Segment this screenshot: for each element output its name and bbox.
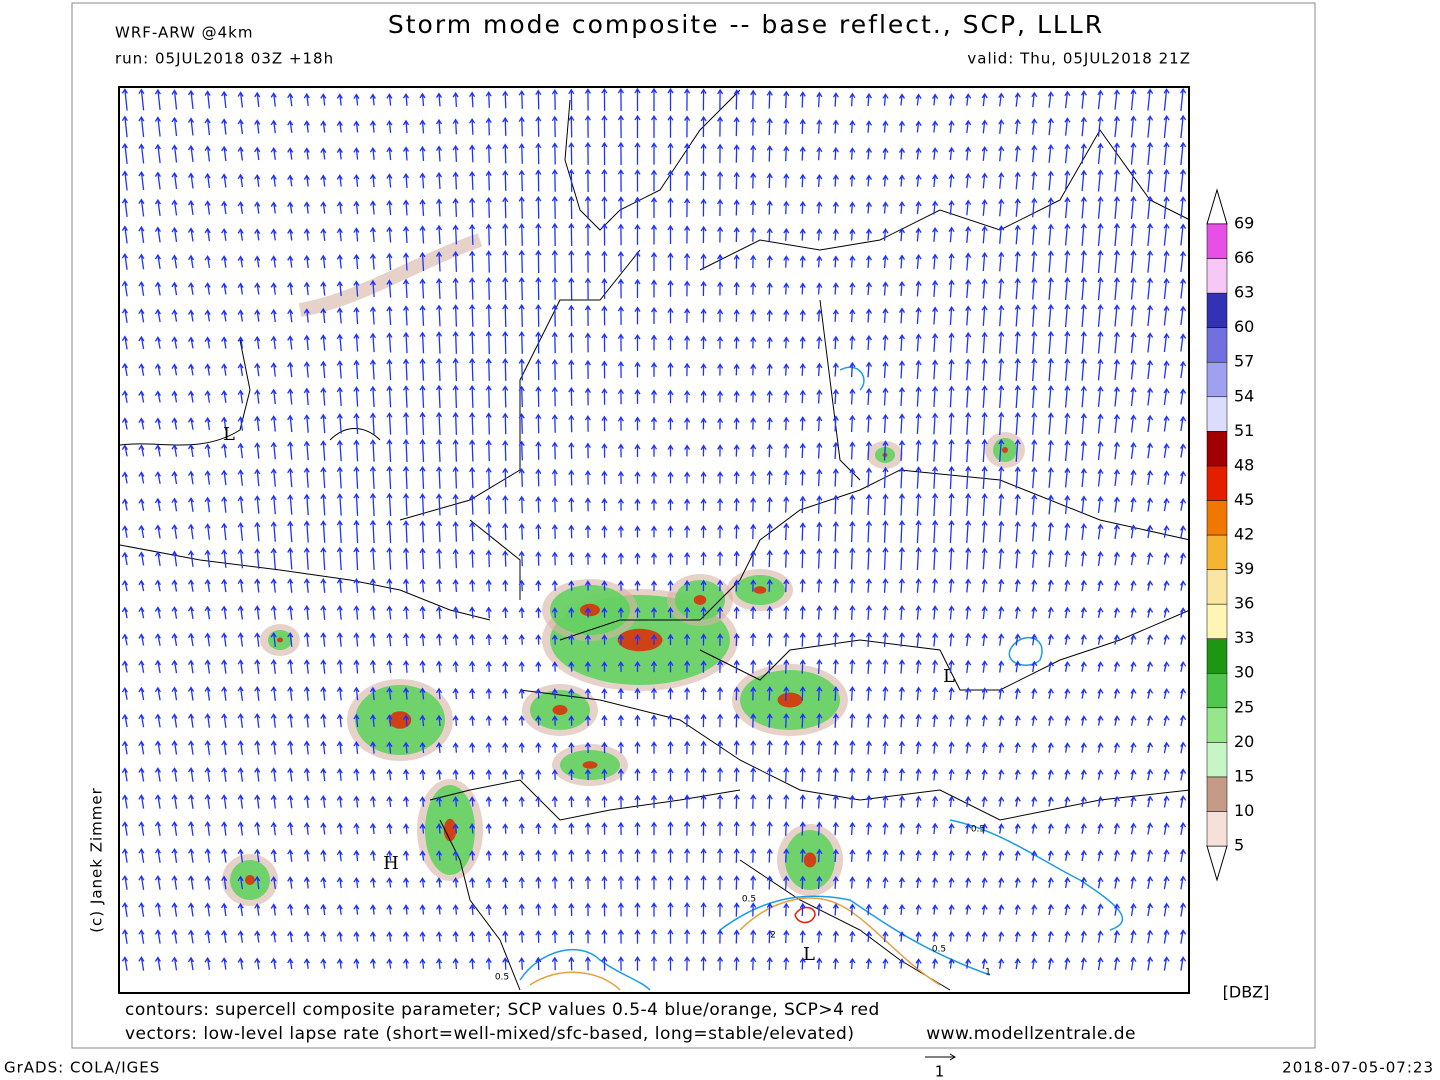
colorbar-label: 39 bbox=[1234, 559, 1254, 578]
colorbar-swatch bbox=[1206, 534, 1228, 570]
pressure-label: L bbox=[223, 424, 235, 445]
colorbar-label: 48 bbox=[1234, 455, 1254, 474]
pressure-label: L bbox=[943, 666, 955, 687]
title: Storm mode composite -- base reflect., S… bbox=[388, 10, 1104, 39]
colorbar: 5 10 15 20 25 30 33 36 39 42 45 48 51 54 57 60 63 66 69 bbox=[1206, 188, 1254, 882]
colorbar-swatch bbox=[1206, 500, 1228, 536]
colorbar-swatch bbox=[1206, 707, 1228, 743]
colorbar-swatch bbox=[1206, 396, 1228, 432]
colorbar-label: 69 bbox=[1234, 214, 1254, 233]
colorbar-end bbox=[1206, 845, 1228, 882]
credit: (c) Janek Zimmer bbox=[88, 787, 106, 933]
footer-contours: contours: supercell composite parameter;… bbox=[125, 1000, 880, 1020]
valid-label: valid: Thu, 05JUL2018 21Z bbox=[967, 50, 1191, 68]
colorbar-label: 42 bbox=[1234, 525, 1254, 544]
colorbar-swatch bbox=[1206, 292, 1228, 328]
page-frame bbox=[71, 2, 1316, 1049]
colorbar-end bbox=[1206, 188, 1228, 225]
reflectivity-cells bbox=[222, 233, 1025, 906]
pressure-label: H bbox=[383, 853, 399, 874]
colorbar-swatch bbox=[1206, 327, 1228, 363]
colorbar-swatch bbox=[1206, 465, 1228, 501]
echo-core bbox=[693, 595, 707, 605]
colorbar-label: 15 bbox=[1234, 766, 1254, 785]
footer-vectors: vectors: low-level lapse rate (short=wel… bbox=[125, 1024, 854, 1044]
echo-core bbox=[582, 761, 598, 769]
grads-label: GrADS: COLA/IGES bbox=[4, 1059, 160, 1077]
colorbar-swatch bbox=[1206, 603, 1228, 639]
contour-label: 1 bbox=[985, 968, 991, 978]
colorbar-label: 66 bbox=[1234, 248, 1254, 267]
colorbar-swatch bbox=[1206, 776, 1228, 812]
colorbar-swatch bbox=[1206, 811, 1228, 847]
echo-core bbox=[1002, 447, 1008, 453]
map-labels: L H L L 0.5 0.5 2 0.5 0.5 1 bbox=[223, 424, 991, 983]
wind-vectors bbox=[121, 87, 1187, 971]
scp-contours-red bbox=[794, 906, 816, 924]
colorbar-label: 60 bbox=[1234, 317, 1254, 336]
colorbar-label: 33 bbox=[1234, 628, 1254, 647]
colorbar-swatch bbox=[1206, 672, 1228, 709]
colorbar-swatch bbox=[1206, 223, 1228, 259]
colorbar-swatch bbox=[1206, 742, 1228, 778]
run-label: run: 05JUL2018 03Z +18h bbox=[115, 50, 334, 68]
echo-core bbox=[277, 637, 283, 643]
contour-label: 0.5 bbox=[971, 825, 985, 835]
colorbar-label: 54 bbox=[1234, 386, 1254, 405]
model-label: WRF-ARW @4km bbox=[115, 24, 253, 42]
echo-band bbox=[298, 233, 483, 317]
colorbar-label: 57 bbox=[1234, 352, 1254, 371]
map: L H L L 0.5 0.5 2 0.5 0.5 1 bbox=[118, 86, 1191, 994]
colorbar-label: 36 bbox=[1234, 594, 1254, 613]
colorbar-label: 45 bbox=[1234, 490, 1254, 509]
colorbar-label: 5 bbox=[1234, 836, 1244, 855]
echo-core bbox=[753, 586, 767, 594]
scp-contours-orange bbox=[529, 897, 941, 991]
colorbar-label: 51 bbox=[1234, 421, 1254, 440]
contour-label: 0.5 bbox=[495, 973, 509, 983]
contour-label: 0.5 bbox=[932, 945, 946, 955]
contour-label: 0.5 bbox=[742, 895, 756, 905]
colorbar-swatch bbox=[1206, 258, 1228, 294]
echo-core bbox=[580, 603, 600, 617]
colorbar-unit: [DBZ] bbox=[1223, 983, 1270, 1002]
colorbar-label: 10 bbox=[1234, 801, 1254, 820]
echo-core bbox=[388, 711, 412, 729]
echo-core bbox=[777, 692, 803, 708]
scp-contours-blue bbox=[519, 366, 1124, 991]
echo-core bbox=[443, 818, 457, 842]
colorbar-label: 20 bbox=[1234, 732, 1254, 751]
map-border bbox=[118, 86, 1190, 994]
echo-core bbox=[617, 628, 663, 652]
echo-core bbox=[803, 852, 817, 868]
timestamp: 2018-07-05-07:23 bbox=[1282, 1059, 1434, 1077]
echo-core bbox=[552, 705, 568, 715]
contour-label: 2 bbox=[770, 931, 776, 941]
vector-key-arrow bbox=[925, 1053, 956, 1061]
colorbar-swatch bbox=[1206, 569, 1228, 605]
colorbar-label: 25 bbox=[1234, 697, 1254, 716]
borders-coastlines bbox=[119, 89, 1191, 991]
vector-key-label: 1 bbox=[935, 1063, 946, 1080]
pressure-label: L bbox=[803, 944, 815, 965]
echo-core bbox=[245, 875, 255, 885]
colorbar-swatch bbox=[1206, 431, 1228, 467]
colorbar-swatch bbox=[1206, 638, 1228, 674]
footer-site: www.modellzentrale.de bbox=[926, 1024, 1136, 1044]
colorbar-label: 30 bbox=[1234, 663, 1254, 682]
colorbar-label: 63 bbox=[1234, 283, 1254, 302]
colorbar-swatch bbox=[1206, 361, 1228, 398]
